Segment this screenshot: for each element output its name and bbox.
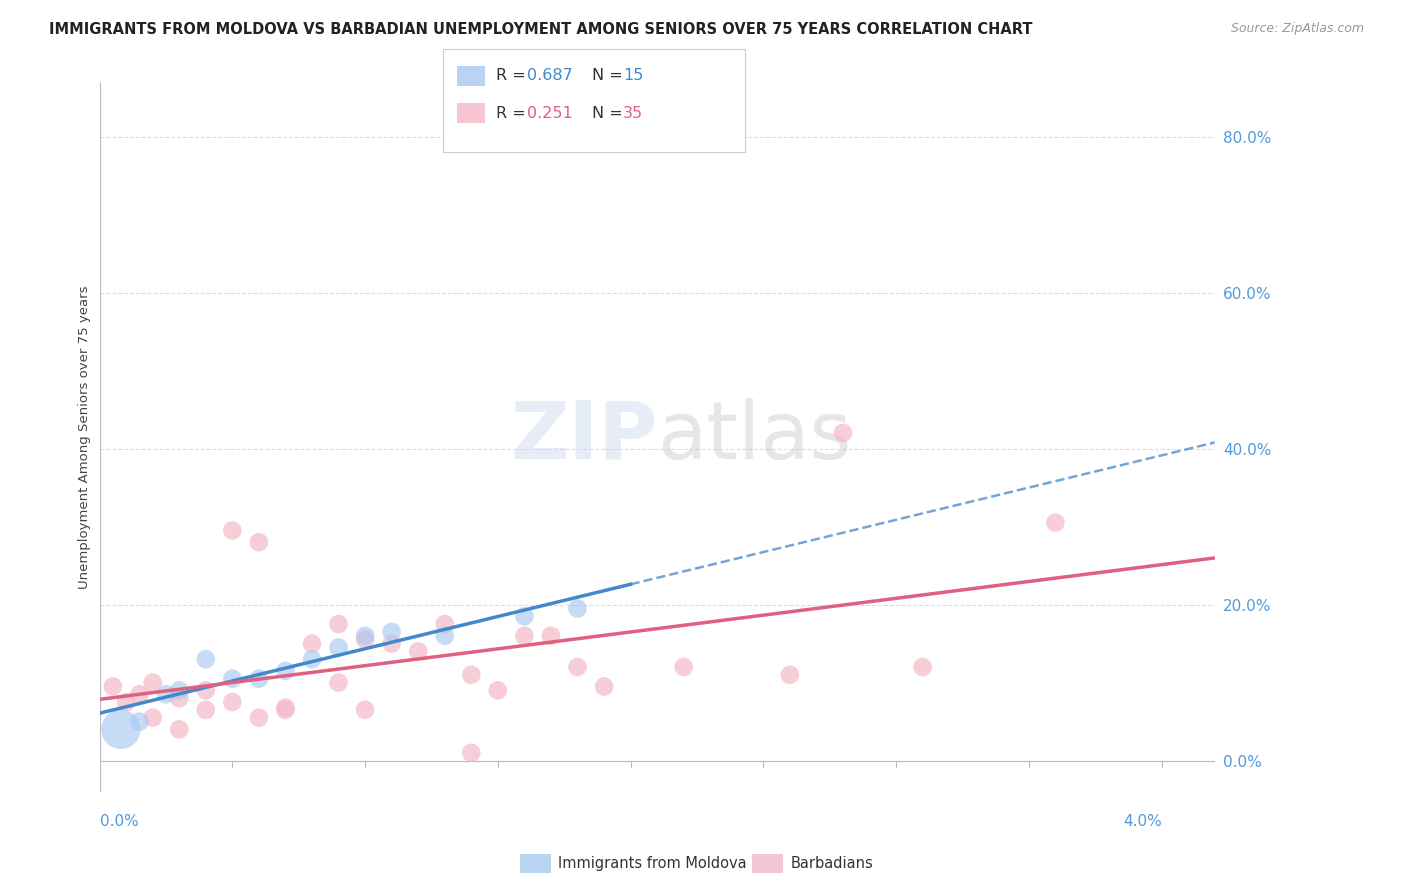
Point bbox=[567, 660, 589, 674]
Point bbox=[672, 660, 695, 674]
Point bbox=[460, 667, 482, 681]
Point bbox=[128, 714, 150, 729]
Point bbox=[128, 687, 150, 701]
Text: R =: R = bbox=[496, 69, 531, 83]
Point bbox=[381, 624, 404, 639]
Point bbox=[247, 535, 270, 549]
Point bbox=[328, 675, 350, 690]
Text: 0.0%: 0.0% bbox=[100, 814, 138, 829]
Text: 0.687: 0.687 bbox=[527, 69, 574, 83]
Point bbox=[406, 644, 429, 658]
Point bbox=[433, 617, 456, 632]
Point bbox=[328, 640, 350, 655]
Point bbox=[167, 683, 190, 698]
Point bbox=[486, 683, 509, 698]
Point bbox=[433, 629, 456, 643]
Text: 35: 35 bbox=[623, 106, 643, 120]
Text: Source: ZipAtlas.com: Source: ZipAtlas.com bbox=[1230, 22, 1364, 36]
Text: N =: N = bbox=[592, 106, 628, 120]
Text: 0.251: 0.251 bbox=[527, 106, 574, 120]
Point bbox=[354, 632, 377, 647]
Text: IMMIGRANTS FROM MOLDOVA VS BARBADIAN UNEMPLOYMENT AMONG SENIORS OVER 75 YEARS CO: IMMIGRANTS FROM MOLDOVA VS BARBADIAN UNE… bbox=[49, 22, 1033, 37]
Point bbox=[911, 660, 934, 674]
Point bbox=[513, 629, 536, 643]
Point bbox=[167, 691, 190, 706]
Point bbox=[381, 637, 404, 651]
Y-axis label: Unemployment Among Seniors over 75 years: Unemployment Among Seniors over 75 years bbox=[79, 285, 91, 589]
Point bbox=[167, 723, 190, 737]
Point bbox=[779, 667, 801, 681]
Text: ZIP: ZIP bbox=[510, 398, 657, 475]
Point bbox=[274, 703, 297, 717]
Point bbox=[101, 680, 124, 694]
Point bbox=[194, 652, 217, 666]
Text: 15: 15 bbox=[623, 69, 643, 83]
Point bbox=[567, 601, 589, 615]
Point bbox=[247, 672, 270, 686]
Point bbox=[110, 723, 132, 737]
Text: atlas: atlas bbox=[657, 398, 852, 475]
Point bbox=[301, 637, 323, 651]
Point bbox=[1045, 516, 1067, 530]
Point bbox=[328, 617, 350, 632]
Point bbox=[354, 629, 377, 643]
Point bbox=[194, 683, 217, 698]
Point bbox=[540, 629, 562, 643]
Point bbox=[247, 711, 270, 725]
Point bbox=[513, 609, 536, 624]
Text: Immigrants from Moldova: Immigrants from Moldova bbox=[558, 856, 747, 871]
Point bbox=[194, 703, 217, 717]
Point bbox=[460, 746, 482, 760]
Point bbox=[142, 675, 165, 690]
Text: R =: R = bbox=[496, 106, 531, 120]
Point bbox=[354, 703, 377, 717]
Point bbox=[221, 672, 243, 686]
Text: 4.0%: 4.0% bbox=[1123, 814, 1161, 829]
Point bbox=[832, 425, 855, 440]
Point bbox=[142, 711, 165, 725]
Text: N =: N = bbox=[592, 69, 628, 83]
Point bbox=[274, 664, 297, 678]
Text: Barbadians: Barbadians bbox=[790, 856, 873, 871]
Point bbox=[221, 524, 243, 538]
Point bbox=[274, 700, 297, 714]
Point bbox=[155, 687, 177, 701]
Point bbox=[301, 652, 323, 666]
Point bbox=[593, 680, 616, 694]
Point bbox=[221, 695, 243, 709]
Point bbox=[115, 695, 138, 709]
